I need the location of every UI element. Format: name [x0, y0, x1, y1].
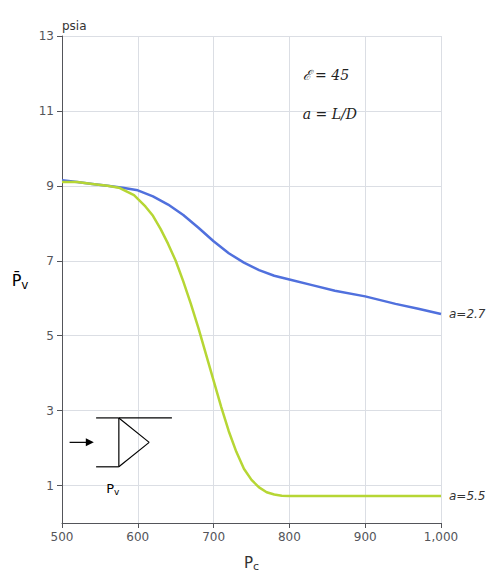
svg-text:9: 9 — [46, 179, 54, 193]
svg-text:800: 800 — [278, 530, 301, 544]
svg-text:600: 600 — [126, 530, 149, 544]
svg-text:500: 500 — [51, 530, 74, 544]
svg-text:11: 11 — [39, 104, 54, 118]
svg-text:3: 3 — [46, 404, 54, 418]
svg-text:psia: psia — [62, 19, 87, 33]
svg-text:a = L/D: a = L/D — [303, 106, 357, 122]
svg-text:P̄: P̄ — [12, 271, 22, 290]
svg-text:ℰ = 45: ℰ = 45 — [303, 67, 350, 83]
svg-text:c: c — [253, 560, 259, 573]
svg-text:7: 7 — [46, 254, 54, 268]
svg-text:1,000: 1,000 — [424, 530, 458, 544]
svg-text:P: P — [244, 554, 253, 572]
svg-text:13: 13 — [39, 29, 54, 43]
svg-text:a=5.5: a=5.5 — [449, 489, 486, 503]
svg-text:700: 700 — [202, 530, 225, 544]
svg-text:v: v — [21, 278, 28, 292]
svg-text:900: 900 — [354, 530, 377, 544]
svg-text:v: v — [114, 487, 120, 497]
svg-text:P: P — [106, 481, 114, 496]
svg-text:1: 1 — [46, 479, 54, 493]
svg-text:5: 5 — [46, 329, 54, 343]
svg-text:a=2.7: a=2.7 — [449, 307, 486, 321]
